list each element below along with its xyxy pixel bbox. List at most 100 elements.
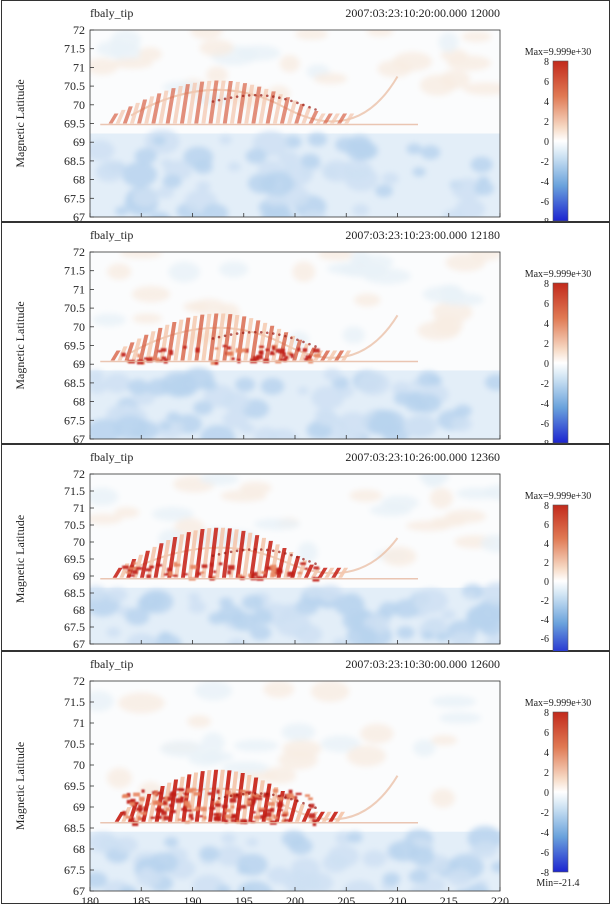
negative-blobs (90, 825, 500, 891)
y-tick-label: 67.5 (64, 413, 85, 427)
x-tick-label: 185 (132, 894, 150, 904)
y-tick-label: 69.5 (64, 552, 85, 566)
y-tick-label: 67 (73, 210, 85, 224)
y-tick-label: 70.5 (64, 301, 85, 315)
y-tick-label: 72 (73, 23, 85, 37)
y-axis-label: Magnetic Latitude (13, 301, 27, 389)
colorbar-tick-label: 4 (544, 97, 549, 108)
y-tick-label: 71.5 (64, 695, 85, 709)
colorbar-tick-label: 8 (544, 57, 549, 68)
y-tick-label: 68.5 (64, 586, 85, 600)
heatmap-area (90, 30, 500, 217)
y-tick-label: 67.5 (64, 191, 85, 205)
y-tick-label: 70 (73, 535, 85, 549)
x-tick-label: 190 (184, 894, 202, 904)
colorbar-tick-label: 0 (544, 359, 549, 370)
y-tick-label: 68.5 (64, 154, 85, 168)
panel-timestamp: 2007:03:23:10:30:00.000 12600 (345, 657, 500, 671)
y-tick-label: 71.5 (64, 264, 85, 278)
negative-blobs (90, 367, 500, 439)
y-tick-label: 68 (73, 603, 85, 617)
panel-title: fbaly_tip (90, 228, 133, 242)
colorbar-tick-label: 4 (544, 539, 549, 550)
panel-title: fbaly_tip (90, 657, 133, 671)
y-tick-label: 71 (73, 501, 85, 515)
y-tick-label: 71 (73, 282, 85, 296)
y-tick-label: 68.5 (64, 821, 85, 835)
x-tick-label: 220 (491, 894, 509, 904)
panel-timestamp: 2007:03:23:10:20:00.000 12000 (345, 6, 500, 20)
x-tick-label: 215 (440, 894, 458, 904)
y-tick-label: 71 (73, 60, 85, 74)
panel-2: 7271.57170.57069.56968.56867.567fbaly_ti… (1, 222, 610, 460)
y-tick-label: 69 (73, 135, 85, 149)
arc-core (122, 561, 320, 582)
y-tick-label: 72 (73, 245, 85, 259)
y-tick-label: 68 (73, 173, 85, 187)
colorbar-tick-label: 2 (544, 339, 549, 350)
panel-title: fbaly_tip (90, 6, 133, 20)
y-tick-label: 70 (73, 758, 85, 772)
x-tick-label: 210 (389, 894, 407, 904)
arc-crest (211, 792, 317, 809)
heatmap-area (90, 252, 500, 439)
colorbar-tick-label: -4 (541, 828, 549, 839)
y-tick-label: 70 (73, 320, 85, 334)
y-tick-label: 70.5 (64, 79, 85, 93)
y-tick-label: 69 (73, 357, 85, 371)
colorbar-tick-label: 6 (544, 77, 549, 88)
arc-crest (211, 330, 317, 348)
y-tick-label: 72 (73, 674, 85, 688)
colorbar-tick-label: 0 (544, 788, 549, 799)
heatmap-area (90, 681, 500, 891)
panel-title: fbaly_tip (90, 450, 133, 464)
colorbar-tick-label: -4 (541, 177, 549, 188)
y-axis-label: Magnetic Latitude (13, 79, 27, 167)
colorbar-tick-label: 8 (544, 708, 549, 719)
y-tick-label: 67.5 (64, 863, 85, 877)
panel-timestamp: 2007:03:23:10:26:00.000 12360 (345, 450, 500, 464)
colorbar-tick-label: 6 (544, 299, 549, 310)
y-tick-label: 69.5 (64, 117, 85, 131)
colorbar (552, 504, 569, 658)
colorbar-tick-label: 0 (544, 577, 549, 588)
colorbar-max-label: Max=9.999e+30 (525, 491, 592, 502)
colorbar-tick-label: -2 (541, 157, 549, 168)
colorbar-tick-label: 4 (544, 748, 549, 759)
y-tick-label: 67.5 (64, 620, 85, 634)
colorbar-tick-label: -8 (541, 868, 549, 879)
colorbar-tick-label: 4 (544, 319, 549, 330)
y-tick-label: 68 (73, 395, 85, 409)
negative-blobs (90, 129, 495, 217)
y-tick-label: 67 (73, 884, 85, 898)
arc-crest (211, 548, 317, 565)
colorbar (552, 60, 569, 222)
x-tick-label: 200 (286, 894, 304, 904)
y-tick-label: 68.5 (64, 376, 85, 390)
arc-stripes (108, 80, 355, 124)
y-tick-label: 69 (73, 800, 85, 814)
arc-core (121, 788, 317, 827)
y-tick-label: 71 (73, 716, 85, 730)
colorbar-tick-label: 8 (544, 501, 549, 512)
colorbar-tick-label: 2 (544, 768, 549, 779)
x-tick-label: 195 (235, 894, 253, 904)
colorbar (552, 711, 569, 873)
colorbar-tick-label: -6 (541, 848, 549, 859)
y-tick-label: 69.5 (64, 779, 85, 793)
colorbar-tick-label: -6 (541, 634, 549, 645)
faint-texture (90, 474, 500, 567)
y-tick-label: 71.5 (64, 42, 85, 56)
colorbar-tick-label: 2 (544, 117, 549, 128)
colorbar-tick-label: 2 (544, 558, 549, 569)
colorbar-min-label: Min=-21.4 (536, 878, 579, 889)
colorbar-tick-label: -6 (541, 419, 549, 430)
y-axis-label: Magnetic Latitude (13, 515, 27, 603)
y-tick-label: 69 (73, 569, 85, 583)
y-tick-label: 72 (73, 467, 85, 481)
colorbar-tick-label: -6 (541, 197, 549, 208)
heatmap-area (90, 474, 500, 644)
